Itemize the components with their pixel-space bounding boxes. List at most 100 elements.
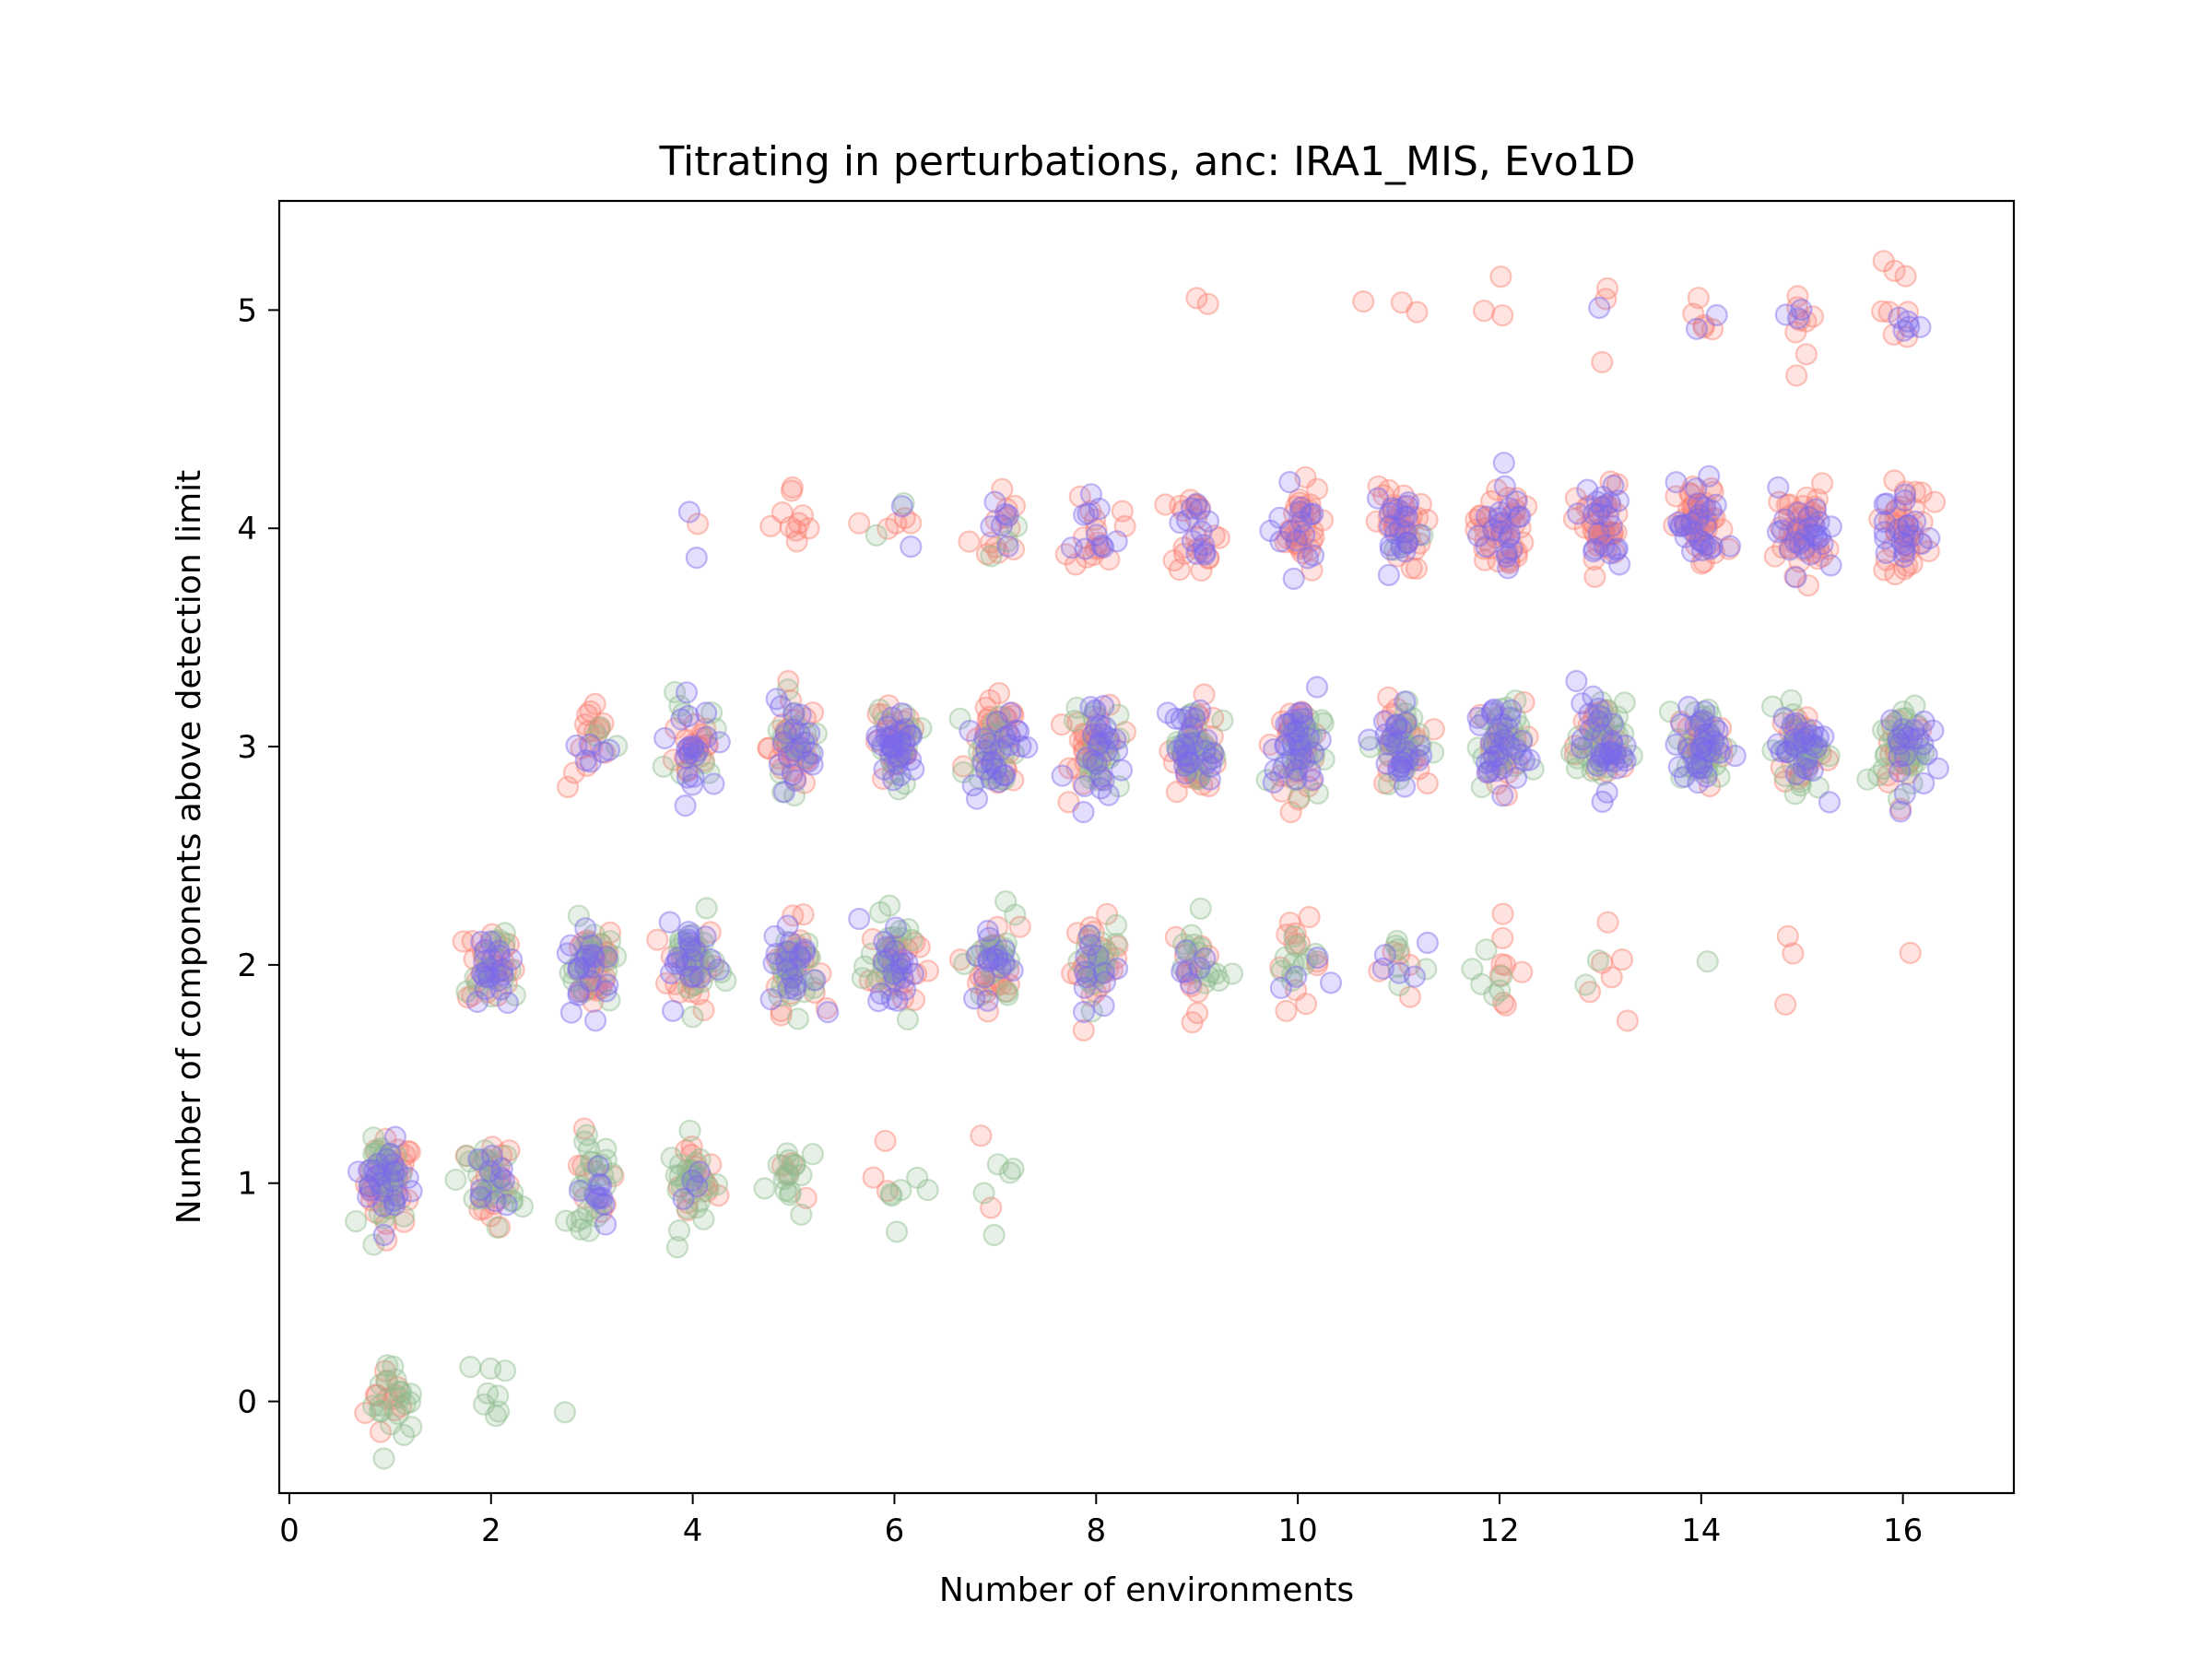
data-point: [1871, 719, 1895, 742]
data-point: [776, 914, 799, 937]
data-point: [1693, 711, 1717, 734]
data-point: [700, 701, 724, 724]
data-point: [1785, 520, 1808, 544]
data-point: [1088, 975, 1112, 998]
data-point: [681, 773, 704, 796]
data-point: [1905, 750, 1928, 773]
data-point: [1286, 731, 1309, 754]
data-point: [1487, 744, 1511, 767]
data-point: [1591, 763, 1615, 786]
data-point: [684, 744, 707, 767]
data-point: [976, 708, 999, 732]
data-point: [1079, 915, 1102, 939]
data-point: [688, 1190, 712, 1213]
data-point: [1600, 514, 1623, 537]
data-point: [483, 1166, 506, 1189]
data-point: [473, 950, 496, 973]
data-point: [1697, 740, 1721, 763]
data-point: [665, 717, 688, 740]
data-point: [1091, 535, 1115, 559]
data-point: [1367, 475, 1390, 498]
data-point: [980, 1196, 1003, 1219]
data-point: [1875, 548, 1898, 571]
data-point: [1493, 728, 1516, 752]
data-point: [1888, 517, 1911, 541]
data-point: [1598, 542, 1622, 565]
data-point: [1009, 735, 1032, 758]
data-point: [1156, 701, 1180, 724]
data-point: [1785, 708, 1809, 731]
data-point: [768, 753, 792, 776]
data-point: [1078, 963, 1101, 987]
data-point: [1298, 905, 1321, 929]
data-point: [576, 1168, 600, 1191]
data-point: [714, 969, 737, 993]
data-point: [589, 1173, 613, 1197]
data-point: [1301, 544, 1325, 567]
data-point: [659, 961, 683, 985]
data-point: [994, 980, 1018, 1003]
data-point: [981, 935, 1005, 958]
data-point: [1088, 731, 1112, 755]
data-point: [661, 999, 685, 1022]
data-point: [1796, 744, 1819, 768]
data-point: [1092, 769, 1115, 792]
data-point: [1787, 523, 1811, 546]
data-point: [1077, 502, 1100, 525]
data-point: [578, 956, 602, 980]
data-point: [396, 1188, 419, 1212]
data-point: [1696, 510, 1720, 533]
data-point: [1002, 537, 1026, 561]
data-point: [1390, 535, 1413, 559]
data-point: [1204, 746, 1227, 769]
data-point: [877, 727, 901, 750]
data-point: [1787, 768, 1810, 791]
data-point: [1281, 963, 1304, 986]
data-point: [979, 761, 1003, 784]
data-point: [690, 971, 713, 994]
data-point: [1385, 713, 1408, 736]
data-point: [1590, 742, 1613, 766]
data-point: [1708, 741, 1732, 764]
data-point: [777, 747, 801, 770]
data-point: [1194, 543, 1217, 566]
data-point: [1817, 537, 1840, 560]
data-point: [986, 711, 1010, 734]
data-point: [1395, 690, 1418, 713]
data-point: [1097, 731, 1120, 755]
data-point: [1385, 929, 1409, 953]
data-point: [1892, 545, 1915, 569]
data-point: [369, 1184, 392, 1208]
data-point: [1897, 535, 1920, 558]
data-point: [1081, 747, 1105, 771]
data-point: [780, 961, 804, 984]
data-point: [1485, 759, 1508, 782]
data-point: [400, 1180, 423, 1203]
data-point: [470, 961, 493, 985]
data-point: [1373, 943, 1397, 967]
data-point: [1173, 747, 1196, 771]
data-point: [1382, 940, 1405, 964]
data-point: [1465, 508, 1488, 532]
data-point: [1186, 537, 1209, 560]
data-point: [980, 711, 1003, 735]
data-point: [1819, 515, 1842, 538]
data-point: [1195, 728, 1218, 751]
data-point: [1288, 733, 1312, 756]
data-point: [1801, 733, 1824, 757]
data-point: [1084, 699, 1107, 722]
data-point: [1789, 774, 1812, 797]
data-point: [1590, 520, 1613, 543]
data-point: [1884, 521, 1907, 544]
data-point: [1595, 781, 1618, 804]
data-point: [1181, 529, 1205, 553]
data-point: [658, 911, 681, 934]
data-point: [881, 970, 904, 994]
data-point: [1596, 748, 1620, 772]
data-point: [579, 970, 603, 993]
data-point: [1603, 715, 1627, 739]
data-point: [896, 1007, 920, 1031]
data-point: [1891, 700, 1914, 724]
data-point: [1687, 500, 1710, 523]
data-point: [783, 1153, 806, 1176]
